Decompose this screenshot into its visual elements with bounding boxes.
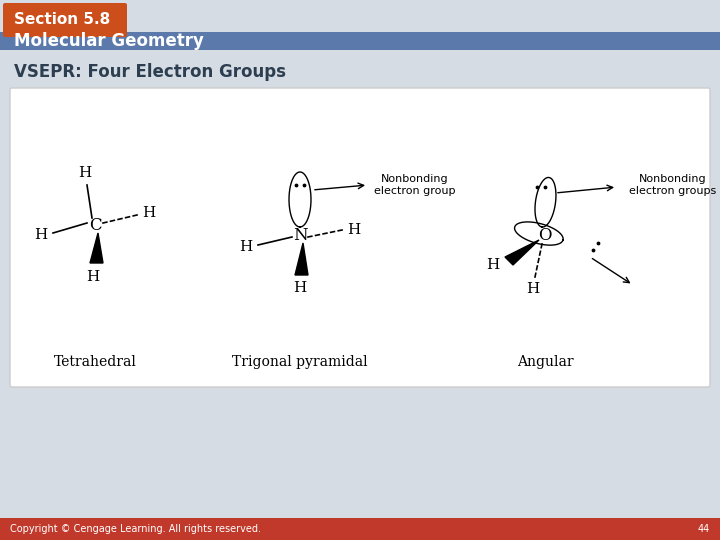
Text: Trigonal pyramidal: Trigonal pyramidal [232,355,368,369]
Text: Section 5.8: Section 5.8 [14,11,110,26]
Polygon shape [289,172,311,227]
Text: 44: 44 [698,524,710,534]
Text: Molecular Geometry: Molecular Geometry [14,32,204,50]
Text: VSEPR: Four Electron Groups: VSEPR: Four Electron Groups [14,63,286,81]
Text: Nonbonding
electron groups: Nonbonding electron groups [629,174,716,196]
FancyBboxPatch shape [10,88,710,387]
Polygon shape [90,233,103,263]
Text: C: C [89,217,102,233]
Polygon shape [535,178,556,227]
Polygon shape [295,243,308,275]
Text: H: H [78,166,91,180]
Text: N: N [293,226,307,244]
Text: H: H [239,240,253,254]
Text: H: H [347,223,361,237]
Polygon shape [515,222,563,245]
Text: H: H [86,270,99,284]
Text: H: H [143,206,156,220]
Text: H: H [293,281,307,295]
Text: H: H [526,282,539,296]
Text: O: O [539,226,552,244]
Text: Copyright © Cengage Learning. All rights reserved.: Copyright © Cengage Learning. All rights… [10,524,261,534]
Text: Angular: Angular [517,355,573,369]
Text: H: H [487,258,500,272]
Bar [0,518,720,540]
Bar [0,32,720,50]
Text: Tetrahedral: Tetrahedral [53,355,136,369]
FancyBboxPatch shape [3,3,127,37]
Text: H: H [35,228,48,242]
Polygon shape [505,240,539,265]
Text: Nonbonding
electron group: Nonbonding electron group [374,174,456,196]
